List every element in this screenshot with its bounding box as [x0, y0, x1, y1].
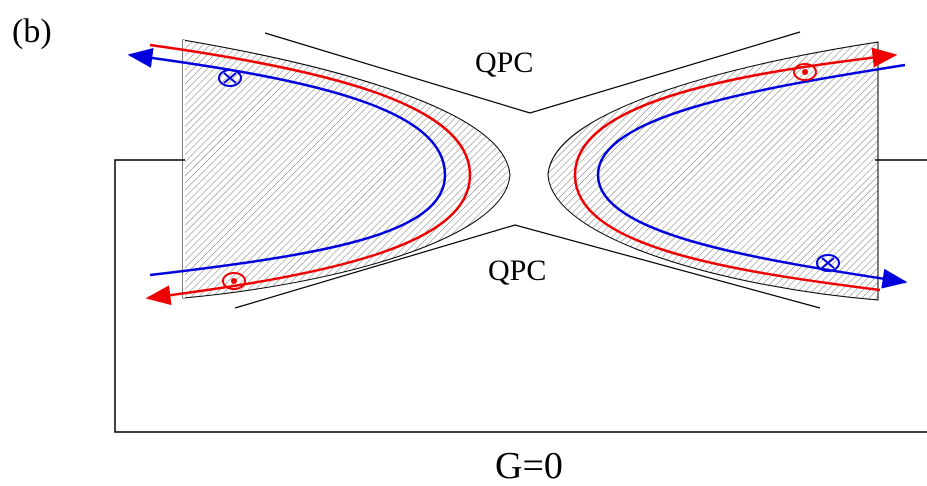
diagram: (b) QPC QPC G=0: [0, 0, 927, 486]
left-edge: [183, 40, 185, 298]
panel-label: (b): [12, 13, 52, 50]
conductance-label: G=0: [495, 445, 563, 486]
gate-label: QPC: [475, 46, 533, 79]
gate-label: QPC: [488, 254, 546, 287]
